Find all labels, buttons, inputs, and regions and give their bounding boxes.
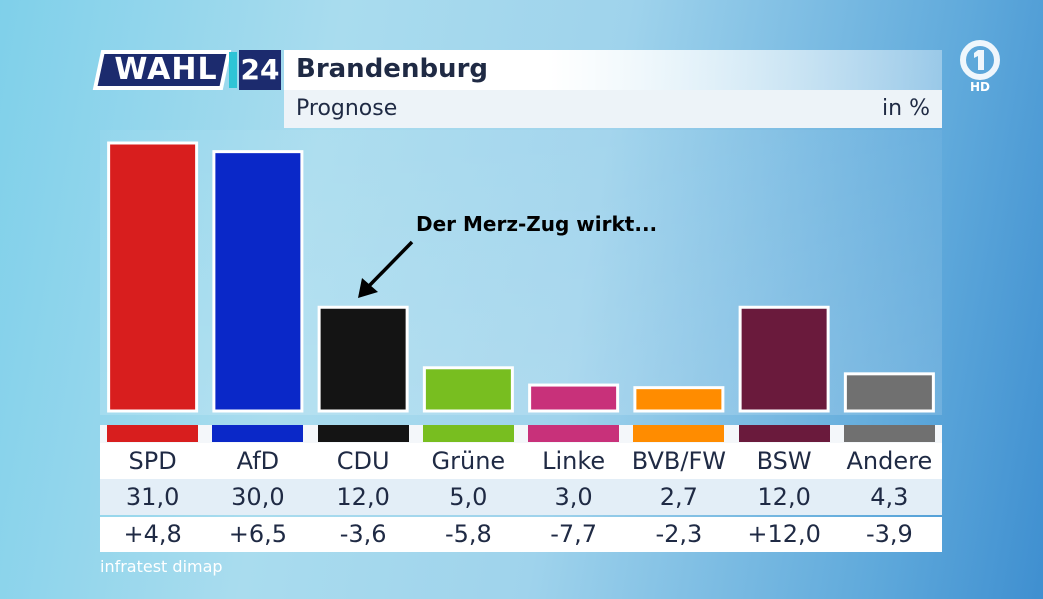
party-change-andere: -3,9: [865, 520, 913, 548]
bar-spd: [107, 141, 199, 413]
party-value-andere: 4,3: [870, 483, 909, 511]
party-change-row: +4,8 +6,5 -3,6 -5,8 -7,7 -2,3 +12,0 -3,9: [100, 517, 942, 552]
bar-cdu: [317, 305, 409, 413]
party-name-gr-ne: Grüne: [431, 447, 506, 475]
party-name-row: SPD AfD CDU Grüne Linke BVB/FW BSW Andere: [100, 443, 942, 479]
swatch-cell: [311, 425, 416, 443]
color-swatch-afd: [212, 425, 304, 442]
bar-andere: [843, 372, 935, 413]
party-name-bvb-fw: BVB/FW: [631, 447, 726, 475]
party-name-linke: Linke: [542, 447, 606, 475]
party-value-row: 31,0 30,0 12,0 5,0 3,0 2,7 12,0 4,3: [100, 479, 942, 515]
swatch-cell: [732, 425, 837, 443]
chart-title: Brandenburg: [296, 54, 489, 84]
party-name-andere: Andere: [846, 447, 933, 475]
unit-label: in %: [882, 96, 930, 121]
chart-title-box: Brandenburg: [284, 50, 942, 90]
annotation-arrow-icon: [358, 240, 414, 298]
color-swatch-bsw: [738, 425, 830, 442]
chart-subtitle: Prognose: [296, 96, 398, 121]
brand-number: 24: [239, 50, 281, 90]
color-swatch-row: [100, 425, 942, 443]
color-swatch-bvb-fw: [633, 425, 725, 442]
party-name-cdu: CDU: [336, 447, 390, 475]
party-name-afd: AfD: [236, 447, 280, 475]
brand-accent-stripe: [229, 52, 237, 88]
chart-subtitle-box: Prognose in %: [284, 90, 942, 128]
party-value-bvb-fw: 2,7: [659, 483, 698, 511]
party-change-afd: +6,5: [228, 520, 288, 548]
color-swatch-andere: [843, 425, 935, 442]
color-swatch-cdu: [317, 425, 409, 442]
swatch-cell: [100, 425, 205, 443]
swatch-cell: [521, 425, 626, 443]
party-value-gr-ne: 5,0: [449, 483, 488, 511]
party-name-spd: SPD: [128, 447, 177, 475]
bar-bvb-fw: [633, 386, 725, 413]
bar-layer: [107, 141, 935, 413]
party-change-bvb-fw: -2,3: [655, 520, 703, 548]
color-swatch-gr-ne: [422, 425, 514, 442]
party-change-cdu: -3,6: [339, 520, 387, 548]
party-value-bsw: 12,0: [757, 483, 811, 511]
swatch-cell: [205, 425, 310, 443]
brand-wahl-text: WAHL: [114, 52, 218, 87]
party-value-linke: 3,0: [554, 483, 593, 511]
bar-gr-ne: [422, 366, 514, 413]
annotation-text: Der Merz-Zug wirkt...: [416, 212, 658, 236]
results-table: SPD AfD CDU Grüne Linke BVB/FW BSW Andere 31,0 3…: [100, 425, 942, 552]
hd-label: HD: [970, 80, 991, 94]
bar-linke: [528, 383, 620, 413]
swatch-cell: [626, 425, 731, 443]
party-change-spd: +4,8: [123, 520, 182, 548]
ard-one-logo-icon: [960, 40, 1000, 80]
party-change-gr-ne: -5,8: [444, 520, 492, 548]
bar-afd: [212, 150, 304, 413]
party-value-cdu: 12,0: [336, 483, 390, 511]
swatch-cell: [416, 425, 521, 443]
color-swatch-linke: [528, 425, 620, 442]
color-swatch-spd: [107, 425, 199, 442]
party-change-bsw: +12,0: [747, 520, 821, 548]
swatch-cell: [837, 425, 942, 443]
party-value-afd: 30,0: [231, 483, 285, 511]
party-change-linke: -7,7: [550, 520, 598, 548]
bar-bsw: [738, 305, 830, 413]
source-label: infratest dimap: [100, 557, 223, 576]
party-value-spd: 31,0: [125, 483, 180, 511]
party-name-bsw: BSW: [756, 447, 812, 475]
